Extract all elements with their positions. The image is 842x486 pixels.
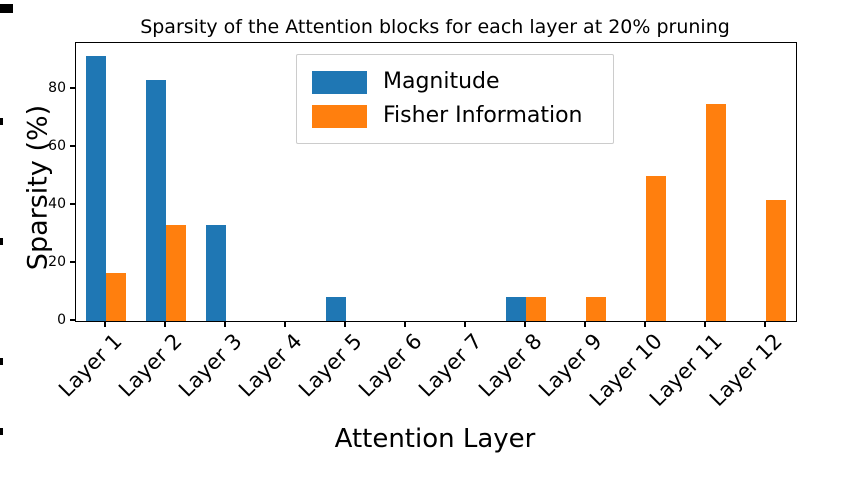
x-tick-label: Layer 9 <box>534 329 607 402</box>
x-tick-mark <box>584 321 586 327</box>
legend: Magnitude Fisher Information <box>296 54 614 144</box>
magnitude-swatch <box>312 70 367 94</box>
bar-fisher-information-layer-11 <box>706 103 726 321</box>
x-tick-label: Layer 7 <box>414 329 487 402</box>
x-axis-label: Attention Layer <box>334 424 536 454</box>
x-tick-mark <box>404 321 406 327</box>
edge-artifact <box>0 238 3 245</box>
bar-fisher-information-layer-2 <box>166 224 186 321</box>
x-tick-label: Layer 6 <box>354 329 427 402</box>
x-tick-mark <box>764 321 766 327</box>
corner-artifact <box>0 4 13 13</box>
x-tick-mark <box>704 321 706 327</box>
x-tick-mark <box>644 321 646 327</box>
edge-artifact <box>0 428 3 435</box>
legend-entry-magnitude: Magnitude <box>312 65 613 99</box>
legend-label: Fisher Information <box>383 103 583 128</box>
bar-magnitude-layer-2 <box>146 79 166 321</box>
edge-artifact <box>0 358 3 365</box>
x-tick-label: Layer 12 <box>704 329 787 411</box>
fisher-information-swatch <box>312 104 367 128</box>
bar-magnitude-layer-5 <box>326 296 346 321</box>
x-tick-mark <box>104 321 106 327</box>
x-tick-mark <box>284 321 286 327</box>
chart-title: Sparsity of the Attention blocks for eac… <box>140 16 730 38</box>
y-axis-label: Sparsity (%) <box>22 104 54 271</box>
x-tick-mark <box>464 321 466 327</box>
legend-entry-fisher-information: Fisher Information <box>312 99 613 133</box>
bar-magnitude-layer-3 <box>206 224 226 321</box>
x-tick-mark <box>344 321 346 327</box>
bar-fisher-information-layer-9 <box>586 296 606 321</box>
bar-fisher-information-layer-1 <box>106 272 126 321</box>
bar-magnitude-layer-8 <box>506 296 526 321</box>
bar-magnitude-layer-1 <box>86 55 106 321</box>
edge-artifact <box>0 118 3 125</box>
bar-fisher-information-layer-12 <box>766 200 786 321</box>
x-tick-label: Layer 4 <box>234 329 307 402</box>
x-tick-label: Layer 5 <box>294 329 367 402</box>
x-tick-label: Layer 8 <box>474 329 547 402</box>
bar-fisher-information-layer-10 <box>646 176 666 321</box>
x-tick-mark <box>164 321 166 327</box>
x-tick-label: Layer 3 <box>174 329 247 402</box>
x-tick-label: Layer 2 <box>114 329 187 402</box>
x-tick-label: Layer 10 <box>584 329 667 411</box>
x-tick-mark <box>224 321 226 327</box>
y-tick-label: 0 <box>57 312 66 328</box>
legend-label: Magnitude <box>383 69 500 94</box>
bar-fisher-information-layer-8 <box>526 296 546 321</box>
x-tick-mark <box>524 321 526 327</box>
x-tick-label: Layer 1 <box>54 329 127 402</box>
x-tick-label: Layer 11 <box>644 329 727 411</box>
